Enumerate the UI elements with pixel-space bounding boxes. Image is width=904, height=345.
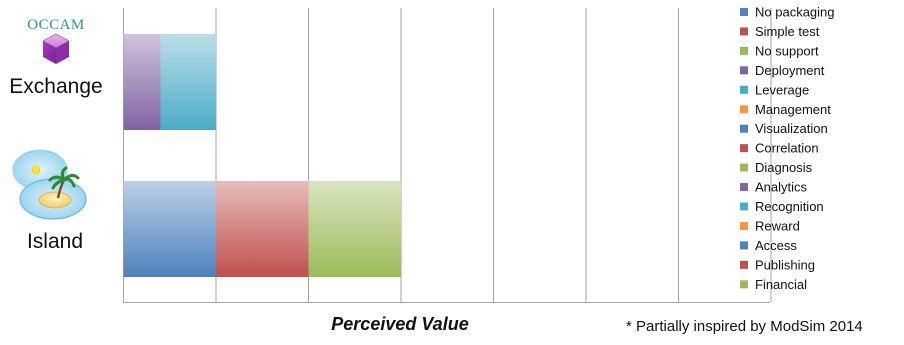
legend-swatch-financial (740, 280, 748, 289)
bar-occam-exchange-analytics (123, 34, 161, 130)
legend-label-deployment: Deployment (755, 63, 825, 78)
legend-label-no-support: No support (755, 43, 819, 58)
footnote: * Partially inspired by ModSim 2014 (626, 318, 863, 335)
cube-icon (42, 33, 70, 64)
bar-island-publishing (216, 181, 309, 277)
legend-swatch-recognition (740, 202, 748, 211)
legend-swatch-correlation (740, 144, 748, 153)
island-icon (12, 149, 87, 220)
legend-label-financial: Financial (755, 277, 807, 292)
legend-swatch-simple-test (740, 27, 748, 36)
legend-swatch-reward (740, 221, 748, 230)
legend-swatch-no-packaging (740, 8, 748, 16)
legend-label-simple-test: Simple test (755, 24, 820, 39)
legend-label-management: Management (755, 102, 831, 117)
legend: No packaging Simple test No support Deploym… (740, 5, 835, 292)
legend-swatch-leverage (740, 85, 748, 94)
occam-logo-text: OCCAM (27, 17, 85, 33)
legend-label-diagnosis: Diagnosis (755, 160, 813, 175)
legend-label-correlation: Correlation (755, 141, 819, 156)
legend-swatch-publishing (740, 260, 748, 269)
legend-swatch-analytics (740, 183, 748, 192)
legend-swatch-access (740, 241, 748, 250)
x-axis-title: Perceived Value (331, 314, 468, 334)
bar-island-financial (308, 181, 401, 277)
bar-occam-exchange-recognition (160, 34, 216, 130)
legend-label-reward: Reward (755, 218, 800, 233)
legend-swatch-no-support (740, 46, 748, 55)
legend-swatch-diagnosis (740, 163, 748, 172)
legend-swatch-management (740, 105, 748, 114)
bar-island-access (123, 181, 216, 277)
occam-logo: OCCAM (27, 17, 85, 64)
legend-label-analytics: Analytics (755, 180, 808, 195)
legend-label-no-packaging: No packaging (755, 5, 835, 20)
legend-label-visualization: Visualization (755, 121, 828, 136)
legend-label-leverage: Leverage (755, 82, 809, 97)
legend-label-access: Access (755, 238, 797, 253)
legend-label-publishing: Publishing (755, 257, 815, 272)
category-label-exchange: Exchange (9, 75, 102, 98)
legend-label-recognition: Recognition (755, 199, 824, 214)
category-label-island: Island (27, 230, 83, 253)
legend-swatch-visualization (740, 124, 748, 133)
legend-swatch-deployment (740, 66, 748, 75)
